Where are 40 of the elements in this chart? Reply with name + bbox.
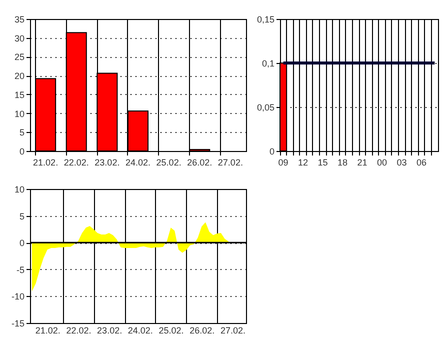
y-tick-label: 0,05 xyxy=(256,102,274,112)
x-tick-label: 22.02. xyxy=(66,326,92,336)
x-tick-label: 27.02. xyxy=(218,158,243,168)
y-tick-label: 25 xyxy=(14,52,24,62)
y-tick-label: 5 xyxy=(19,128,24,138)
x-tick-label: 22.02. xyxy=(64,158,89,168)
x-tick-label: 25.02. xyxy=(158,326,184,336)
x-tick-label: 15 xyxy=(318,158,328,168)
y-tick-label: 0 xyxy=(269,146,274,156)
x-tick-label: 00 xyxy=(377,158,388,168)
y-tick-label: 30 xyxy=(14,33,24,44)
x-tick-label: 18 xyxy=(338,158,348,168)
y-tick-label: 35 xyxy=(14,14,24,24)
x-tick-label: 25.02. xyxy=(156,158,182,168)
y-tick-label: 5 xyxy=(19,211,24,222)
x-tick-label: 09 xyxy=(278,158,288,168)
x-tick-label: 24.02. xyxy=(125,158,151,168)
y-tick-label: 0,15 xyxy=(256,14,274,24)
x-tick-label: 21 xyxy=(357,158,368,168)
x-tick-label: 23.02. xyxy=(97,326,122,336)
y-tick-label: -15 xyxy=(11,318,24,328)
y-tick-label: 0 xyxy=(19,238,24,248)
x-tick-label: 21.02. xyxy=(35,326,60,336)
y-tick-label: -5 xyxy=(16,264,24,275)
y-tick-label: 0,1 xyxy=(262,58,274,68)
x-tick-label: 03 xyxy=(396,158,407,168)
x-tick-label: 27.02. xyxy=(220,326,246,336)
y-tick-label: 10 xyxy=(14,184,24,194)
x-tick-label: 26.02. xyxy=(187,158,212,168)
x-tick-label: 06 xyxy=(416,158,427,168)
y-tick-label: 15 xyxy=(14,90,24,100)
x-tick-label: 26.02. xyxy=(190,326,215,336)
y-tick-label: 10 xyxy=(14,108,24,119)
y-tick-label: 20 xyxy=(14,71,24,82)
x-tick-label: 24.02. xyxy=(128,326,153,336)
y-tick-label: 0 xyxy=(19,146,24,156)
x-tick-label: 23.02. xyxy=(94,158,120,168)
x-tick-label: 21.02. xyxy=(33,158,58,168)
x-tick-label: 12 xyxy=(298,158,308,168)
y-tick-label: -10 xyxy=(11,292,24,302)
